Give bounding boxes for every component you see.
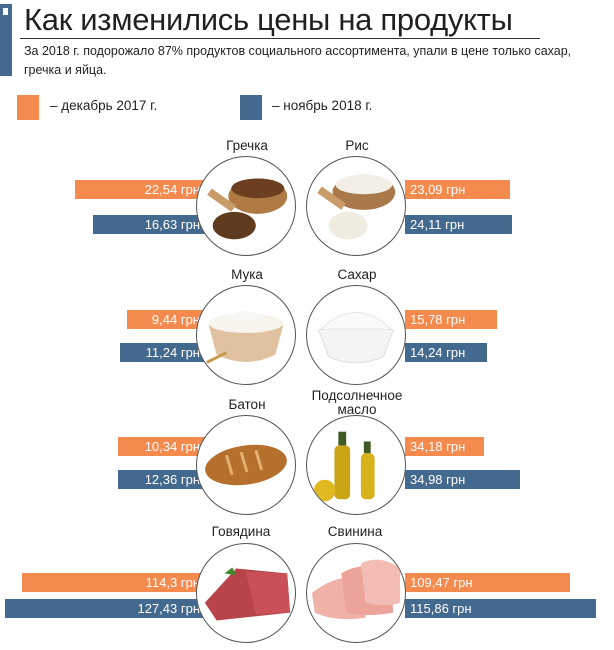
pork-icon <box>306 543 406 643</box>
label-pork: Свинина <box>327 524 383 539</box>
legend-swatch-dec2017 <box>17 95 39 120</box>
accent-bar <box>0 4 12 76</box>
bar-rice-dec2017: 23,09 грн <box>405 180 510 199</box>
label-rice: Рис <box>345 138 369 153</box>
bar-sugar-dec2017: 15,78 грн <box>405 310 497 329</box>
legend-swatch-nov2018 <box>240 95 262 120</box>
bread-icon <box>196 415 296 515</box>
bar-beef-nov2018: 127,43 грн <box>5 599 250 618</box>
bar-rice-nov2018: 24,11 грн <box>405 215 512 234</box>
beef-icon <box>196 543 296 643</box>
legend-label-nov2018: – ноябрь 2018 г. <box>272 98 373 113</box>
bar-oil-dec2017: 34,18 грн <box>405 437 484 456</box>
label-bread: Батон <box>228 397 266 412</box>
bar-sugar-nov2018: 14,24 грн <box>405 343 487 362</box>
sugar-icon <box>306 285 406 385</box>
bar-oil-nov2018: 34,98 грн <box>405 470 520 489</box>
bar-pork-nov2018: 115,86 грн <box>405 599 596 618</box>
subtitle: За 2018 г. подорожало 87% продуктов соци… <box>24 44 572 77</box>
label-buckwheat: Гречка <box>226 138 268 153</box>
buckwheat-icon <box>196 156 296 256</box>
divider <box>20 38 540 39</box>
bar-beef-dec2017: 114,3 грн <box>22 573 250 592</box>
page-title: Как изменились цены на продукты <box>24 2 513 37</box>
legend-label-dec2017: – декабрь 2017 г. <box>50 98 158 113</box>
oil-icon <box>306 415 406 515</box>
flour-icon <box>196 285 296 385</box>
label-beef: Говядина <box>211 524 271 539</box>
label-sugar: Сахар <box>337 267 377 282</box>
label-flour: Мука <box>231 267 263 282</box>
bar-pork-dec2017: 109,47 грн <box>405 573 570 592</box>
rice-icon <box>306 156 406 256</box>
label-oil: Подсолнечное масло <box>311 388 403 417</box>
